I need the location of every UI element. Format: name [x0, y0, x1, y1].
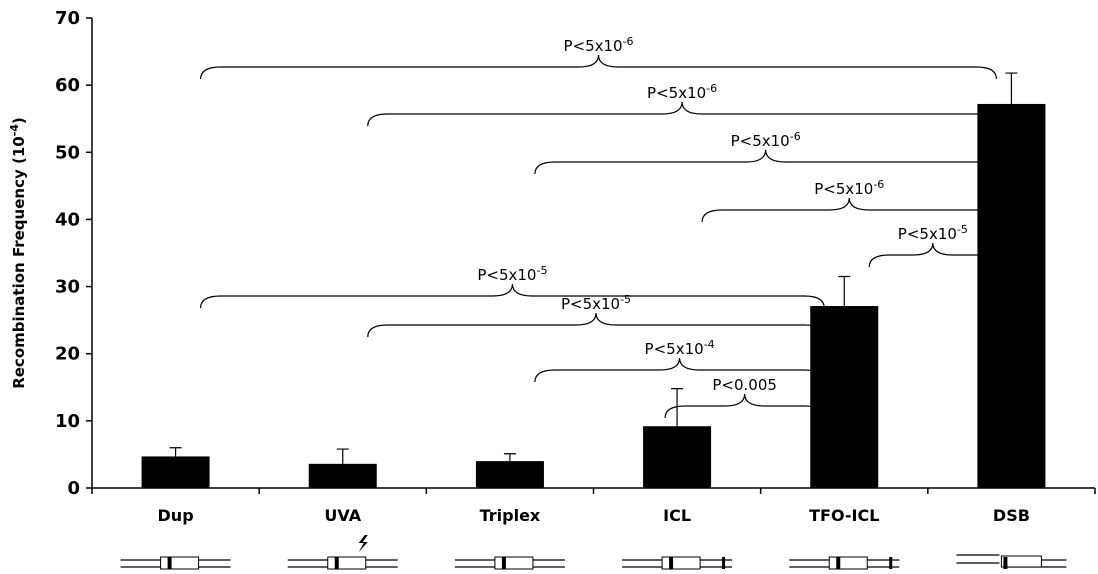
p-value-exponent: -6: [790, 130, 801, 143]
significance-brace: [368, 313, 825, 337]
uv-bolt: [359, 535, 368, 552]
dna-box: [495, 557, 533, 569]
p-value-text: P<5x10: [731, 132, 790, 150]
dna-marker: [836, 557, 840, 569]
y-tick-label: 70: [55, 8, 80, 29]
p-value-exponent: -4: [704, 338, 715, 351]
y-tick-label: 60: [55, 75, 80, 96]
y-tick-label: 0: [67, 478, 80, 499]
x-tick-label: Triplex: [480, 506, 541, 525]
dna-lesion: [889, 557, 892, 569]
p-value-text: P<5x10: [477, 266, 536, 284]
dna-marker: [1003, 557, 1007, 569]
p-value-text: P<5x10: [647, 84, 706, 102]
p-value-label: P<5x10-6: [731, 130, 801, 150]
x-tick-label: UVA: [324, 506, 361, 525]
p-value-text: P<5x10: [645, 340, 704, 358]
dna-box: [662, 557, 700, 569]
significance-brace: [869, 243, 996, 267]
y-label-text: Recombination Frequency (10: [10, 136, 28, 389]
error-bar: [504, 454, 516, 461]
dna-lesion: [722, 557, 725, 569]
dna-box: [161, 557, 199, 569]
x-tick-label: DSB: [993, 506, 1030, 525]
dna-marker: [502, 557, 506, 569]
bar: [142, 456, 210, 488]
dna-marker: [335, 557, 339, 569]
chart: Recombination Frequency (10-4) 010203040…: [0, 0, 1098, 574]
p-value-label: P<5x10-5: [898, 223, 968, 243]
construct-icon: [956, 555, 1066, 569]
p-value-exponent: -6: [623, 35, 634, 48]
p-value-exponent: -6: [706, 82, 717, 95]
error-bar: [838, 277, 850, 307]
p-value-label: P<5x10-5: [561, 293, 631, 313]
bar: [810, 306, 878, 488]
y-tick-label: 10: [55, 411, 80, 432]
x-tick-label: ICL: [663, 506, 691, 525]
bar: [476, 461, 544, 488]
p-value-label: P<0.005: [712, 376, 777, 394]
p-value-text: P<5x10: [561, 295, 620, 313]
p-value-label: P<5x10-6: [814, 178, 884, 198]
dna-marker: [669, 557, 673, 569]
construct-icon: [789, 557, 899, 569]
y-axis-label: Recombination Frequency (10-4): [8, 117, 28, 389]
p-value-text: P<5x10: [563, 37, 622, 55]
p-value-label: P<5x10-5: [477, 264, 547, 284]
x-tick-label: TFO-ICL: [809, 506, 879, 525]
y-label-exponent: -4: [8, 124, 21, 137]
dna-box: [328, 557, 366, 569]
p-value-exponent: -5: [536, 264, 547, 277]
significance-brace: [201, 55, 997, 79]
significance-brace: [201, 284, 825, 308]
bar: [643, 426, 711, 488]
p-value-text: P<0.005: [712, 376, 777, 394]
p-value-label: P<5x10-6: [647, 82, 717, 102]
construct-icon: [622, 557, 732, 569]
error-bar: [1005, 73, 1017, 104]
dna-marker: [168, 557, 172, 569]
p-value-text: P<5x10: [814, 180, 873, 198]
dna-box: [829, 557, 867, 569]
y-tick-label: 40: [55, 209, 80, 230]
p-value-label: P<5x10-6: [563, 35, 633, 55]
significance-brace: [368, 102, 997, 126]
significance-brace: [702, 198, 996, 222]
y-tick-label: 20: [55, 344, 80, 365]
bar: [309, 464, 377, 488]
construct-icon: [121, 557, 231, 569]
x-tick-label: Dup: [158, 506, 194, 525]
significance-brace: [535, 150, 997, 174]
p-value-label: P<5x10-4: [645, 338, 715, 358]
bar: [977, 104, 1045, 488]
significance-brace: [535, 358, 824, 382]
error-bar: [337, 449, 349, 464]
y-label-close: ): [10, 117, 28, 124]
p-value-text: P<5x10: [898, 225, 957, 243]
p-value-exponent: -5: [957, 223, 968, 236]
y-tick-label: 50: [55, 142, 80, 163]
p-value-exponent: -6: [873, 178, 884, 191]
error-bar: [170, 448, 182, 457]
significance-brace: [665, 394, 824, 418]
y-tick-label: 30: [55, 277, 80, 298]
construct-icon: [455, 557, 565, 569]
construct-icon: [288, 535, 398, 569]
p-value-exponent: -5: [620, 293, 631, 306]
